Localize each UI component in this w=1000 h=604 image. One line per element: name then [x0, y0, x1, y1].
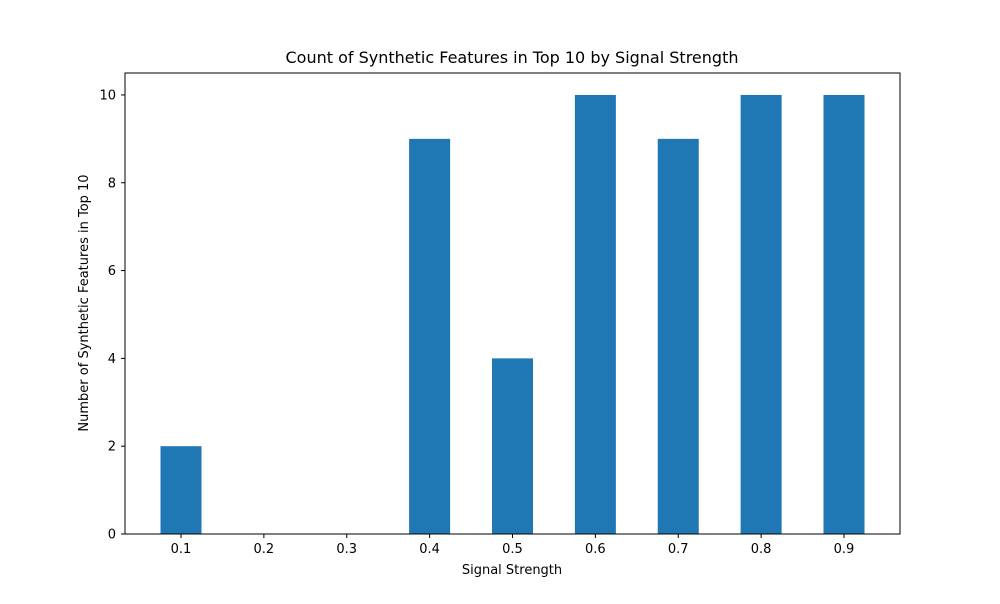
x-tick-label: 0.4 — [419, 542, 440, 557]
x-tick-label: 0.6 — [585, 542, 606, 557]
y-tick-label: 8 — [108, 176, 116, 191]
bar-0.9 — [823, 94, 865, 534]
y-tick-label: 6 — [108, 264, 116, 279]
plot-frame — [124, 72, 901, 535]
x-tick-label: 0.8 — [751, 542, 772, 557]
bar-0.7 — [657, 138, 699, 534]
x-axis-ticks: 0.1 0.2 0.3 0.4 0.5 0.6 0.7 0.8 0.9 — [171, 534, 855, 557]
y-tick-label: 10 — [99, 88, 116, 103]
y-tick-label: 4 — [108, 352, 116, 367]
y-axis-label: Number of Synthetic Features in Top 10 — [77, 174, 92, 431]
bar-0.1 — [160, 446, 202, 534]
x-tick-label: 0.3 — [336, 542, 357, 557]
x-axis-label: Signal Strength — [462, 563, 562, 578]
x-tick-label: 0.5 — [502, 542, 523, 557]
y-axis-ticks: 0 2 4 6 8 10 — [99, 88, 125, 543]
bar-0.5 — [492, 358, 533, 534]
y-tick-label: 2 — [108, 440, 116, 455]
bars-group — [160, 94, 865, 534]
x-tick-label: 0.9 — [834, 542, 855, 557]
chart-title: Count of Synthetic Features in Top 10 by… — [286, 48, 739, 67]
bar-0.6 — [574, 94, 616, 534]
bar-0.4 — [409, 138, 451, 534]
x-tick-label: 0.1 — [171, 542, 192, 557]
y-tick-label: 0 — [108, 528, 116, 543]
bar-0.8 — [740, 94, 782, 534]
x-tick-label: 0.2 — [254, 542, 275, 557]
x-tick-label: 0.7 — [668, 542, 689, 557]
